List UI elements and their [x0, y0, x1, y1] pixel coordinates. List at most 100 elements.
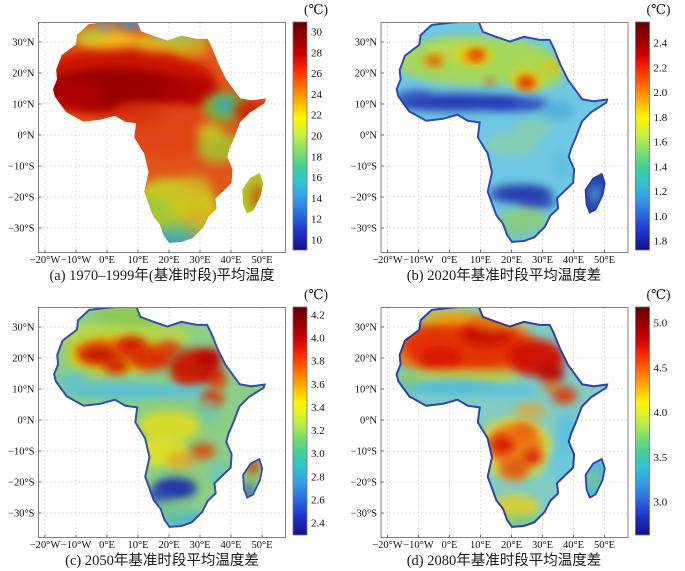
y-tick-label: −10°S [351, 447, 378, 458]
colorbar-tick-label: 3.0 [311, 448, 325, 460]
y-tick-label: −30°S [8, 509, 35, 520]
colorbar-tick-label: 16 [311, 172, 323, 184]
y-tick-label: 30°N [355, 323, 378, 334]
x-tick-label: −20°W [372, 255, 403, 266]
y-tick-label: −30°S [351, 509, 378, 520]
y-tick-label: 30°N [12, 323, 35, 334]
x-tick-label: 10°E [470, 540, 491, 551]
x-tick-label: 10°E [127, 540, 148, 551]
x-tick-label: 50°E [594, 255, 615, 266]
y-tick-label: 0°N [360, 416, 377, 427]
map-chart-b: −20°W −10°W 0°E 10°E 20°E 30°E 40°E 50°E 30°N 20°… [351, 2, 671, 267]
x-tick-label: 0°E [99, 255, 115, 266]
y-tick-label: 10°N [12, 385, 35, 396]
colorbar-tick-label: 2.4 [311, 518, 325, 530]
colorbar-tick-label: 2.4 [654, 38, 668, 50]
y-tick-label: −10°S [8, 447, 35, 458]
colorbar [635, 306, 650, 536]
africa-heatmap [53, 307, 266, 528]
colorbar-tick-label: 10 [311, 235, 323, 247]
colorbar-tick-label: 1.8 [654, 236, 668, 248]
y-tick-label: 0°N [360, 131, 377, 142]
colorbar-tick-label: 2.6 [311, 494, 325, 506]
colorbar-tick-label: 28 [311, 47, 323, 59]
plot-frame [38, 22, 286, 253]
panel-c: −20°W −10°W 0°E 10°E 20°E 30°E 40°E 50°E 30°N 20°… [0, 285, 342, 571]
y-tick-label: 10°N [12, 100, 35, 111]
y-tick-label: 20°N [12, 354, 35, 365]
plot-frame [380, 307, 629, 538]
colorbar-tick-label: 2.8 [311, 471, 325, 483]
plot-frame [38, 307, 286, 538]
colorbar-unit-label: (℃) [646, 2, 670, 17]
y-tick-label: −10°S [351, 162, 378, 173]
panel-caption-c: (c) 2050年基准时段平均温度差 [65, 553, 259, 569]
colorbar-tick-label: 3.2 [311, 425, 325, 437]
y-tick-label: 0°N [17, 416, 34, 427]
x-tick-label: 20°E [158, 540, 179, 551]
y-tick-label: −10°S [8, 162, 35, 173]
y-tick-label: −20°S [8, 193, 35, 204]
x-tick-label: −10°W [61, 540, 92, 551]
colorbar-tick-label: 4.2 [311, 310, 325, 322]
y-tick-label: −20°S [351, 193, 378, 204]
map-chart-d: −20°W −10°W 0°E 10°E 20°E 30°E 40°E 50°E 30°N 20°… [351, 287, 671, 552]
colorbar-tick-label: 1.0 [654, 211, 668, 223]
y-tick-label: −30°S [351, 224, 378, 235]
colorbar-tick-label: 20 [311, 131, 323, 143]
y-tick-label: 10°N [355, 385, 378, 396]
colorbar-unit-label: (℃) [304, 2, 328, 17]
x-tick-label: −10°W [403, 255, 434, 266]
colorbar-unit-label: (℃) [646, 287, 670, 302]
y-tick-label: −20°S [8, 478, 35, 489]
colorbar-tick-label: 26 [311, 68, 323, 80]
x-tick-label: −10°W [61, 255, 92, 266]
x-tick-label: 20°E [158, 255, 179, 266]
x-tick-label: 20°E [501, 540, 522, 551]
colorbar-tick-label: 4.0 [654, 407, 668, 419]
panel-d: −20°W −10°W 0°E 10°E 20°E 30°E 40°E 50°E 30°N 20°… [342, 285, 685, 571]
y-tick-label: 20°N [12, 69, 35, 80]
x-tick-label: 0°E [99, 540, 115, 551]
x-tick-label: 30°E [189, 540, 210, 551]
x-tick-label: 50°E [251, 255, 272, 266]
x-tick-label: 0°E [442, 255, 458, 266]
x-tick-label: 40°E [220, 540, 241, 551]
colorbar-tick-label: 1.6 [654, 137, 668, 149]
x-tick-label: 50°E [251, 540, 272, 551]
x-tick-label: 40°E [563, 540, 584, 551]
colorbar-tick-label: 2.2 [654, 62, 668, 74]
x-tick-label: −20°W [30, 255, 61, 266]
colorbar-tick-label: 2.0 [654, 87, 668, 99]
colorbar-tick-label: 22 [311, 110, 322, 122]
axis-labels: −20°W −10°W 0°E 10°E 20°E 30°E 40°E 50°E 30°N 20°… [351, 323, 616, 552]
x-tick-label: −10°W [403, 540, 434, 551]
colorbar [292, 21, 308, 251]
y-tick-label: 30°N [12, 38, 35, 49]
panel-caption-d: (d) 2080年基准时段平均温度差 [406, 553, 602, 569]
y-tick-label: −20°S [351, 478, 378, 489]
panel-a: −20°W −10°W 0°E 10°E 20°E 30°E 40°E 50°E 30°N 20°… [0, 0, 342, 285]
africa-heatmap [53, 22, 266, 243]
axis-labels: −20°W −10°W 0°E 10°E 20°E 30°E 40°E 50°E 30°N 20°… [8, 38, 273, 267]
colorbar-tick-label: 3.0 [654, 497, 668, 509]
colorbar-unit-label: (℃) [304, 287, 328, 302]
axis-labels: −20°W −10°W 0°E 10°E 20°E 30°E 40°E 50°E 30°N 20°… [351, 38, 616, 267]
colorbar-tick-label: 1.4 [654, 161, 668, 173]
colorbar-tick-label: 3.5 [654, 452, 668, 464]
colorbar-tick-label: 5.0 [654, 318, 668, 330]
colorbar-tick-label: 14 [311, 193, 323, 205]
colorbar-tick-label: 1.2 [654, 186, 668, 198]
colorbar-tick-label: 1.8 [654, 112, 668, 124]
panel-caption-b: (b) 2020年基准时段平均温度差 [406, 268, 602, 284]
y-tick-label: 0°N [17, 131, 34, 142]
colorbar [292, 306, 308, 536]
colorbar-tick-label: 4.0 [311, 333, 325, 345]
colorbar-tick-label: 18 [311, 151, 323, 163]
y-tick-label: 10°N [355, 100, 378, 111]
colorbar-tick-label: 12 [311, 214, 322, 226]
x-tick-label: 20°E [501, 255, 522, 266]
x-tick-label: 40°E [220, 255, 241, 266]
colorbar-tick-label: 3.4 [311, 402, 325, 414]
